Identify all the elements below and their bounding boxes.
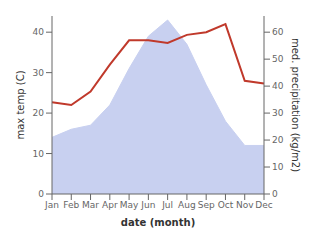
svg-text:Dec: Dec	[255, 200, 272, 210]
svg-text:60: 60	[272, 27, 284, 37]
svg-text:Jul: Jul	[161, 200, 173, 210]
svg-text:0: 0	[272, 189, 278, 199]
svg-text:May: May	[120, 200, 139, 210]
svg-text:med. precipitation (kg/m2): med. precipitation (kg/m2)	[290, 38, 301, 172]
svg-text:40: 40	[33, 27, 45, 37]
svg-text:Jun: Jun	[140, 200, 155, 210]
svg-text:Mar: Mar	[82, 200, 99, 210]
svg-text:max temp (C): max temp (C)	[15, 70, 26, 139]
svg-text:Sep: Sep	[198, 200, 215, 210]
svg-text:20: 20	[33, 108, 45, 118]
svg-text:Nov: Nov	[236, 200, 254, 210]
svg-text:Apr: Apr	[102, 200, 118, 210]
svg-text:Jan: Jan	[44, 200, 59, 210]
svg-text:20: 20	[272, 135, 284, 145]
svg-text:10: 10	[33, 149, 45, 159]
svg-text:0: 0	[38, 189, 44, 199]
svg-text:40: 40	[272, 81, 284, 91]
svg-text:50: 50	[272, 54, 284, 64]
svg-text:Aug: Aug	[178, 200, 196, 210]
svg-text:10: 10	[272, 162, 284, 172]
svg-text:30: 30	[272, 108, 284, 118]
svg-text:Feb: Feb	[63, 200, 79, 210]
svg-text:30: 30	[33, 68, 45, 78]
svg-text:date (month): date (month)	[121, 217, 195, 228]
svg-text:Oct: Oct	[218, 200, 234, 210]
